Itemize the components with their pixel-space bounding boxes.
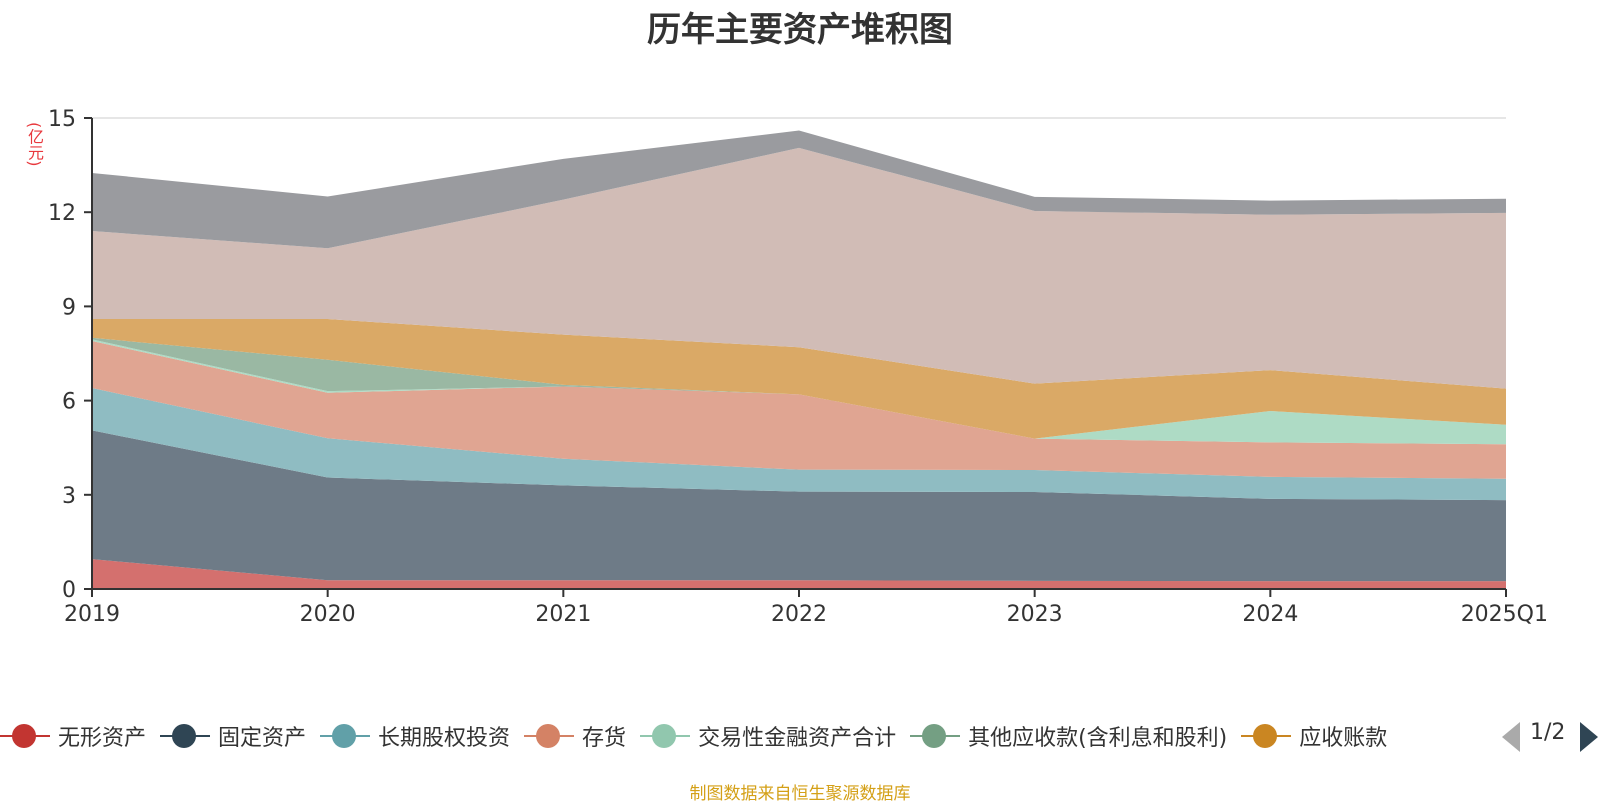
legend-item[interactable]: 交易性金融资产合计 bbox=[640, 716, 896, 756]
legend-item[interactable]: 无形资产 bbox=[0, 716, 146, 756]
legend-marker-icon bbox=[0, 721, 50, 751]
x-tick-label: 2023 bbox=[1007, 602, 1063, 627]
legend-pager: 1/2 bbox=[1500, 716, 1600, 756]
legend-next-page-button[interactable] bbox=[1580, 722, 1598, 752]
legend-marker-icon bbox=[160, 721, 211, 751]
series-area-3 bbox=[92, 388, 1506, 501]
series-area-unnamed-8 bbox=[92, 147, 1506, 389]
axes bbox=[84, 117, 1507, 597]
y-tick-label: 12 bbox=[48, 201, 76, 226]
legend-item[interactable]: 长期股权投资 bbox=[320, 716, 510, 756]
y-axis-unit-label: (亿元) bbox=[25, 122, 44, 167]
data-source-note: 制图数据来自恒生聚源数据库 bbox=[689, 784, 911, 804]
legend-marker-icon bbox=[524, 721, 575, 751]
series-area-2 bbox=[92, 430, 1506, 582]
legend-item[interactable]: 固定资产 bbox=[160, 716, 306, 756]
series-area-7 bbox=[92, 318, 1506, 439]
x-tick-label: 2019 bbox=[64, 602, 120, 627]
series-area-unnamed-9 bbox=[92, 130, 1506, 249]
legend-marker-icon bbox=[640, 721, 691, 751]
legend-item[interactable]: 其他应收款(含利息和股利) bbox=[910, 716, 1227, 756]
y-tick-label: 0 bbox=[62, 578, 76, 603]
legend-marker-icon bbox=[320, 721, 371, 751]
y-tick-label: 9 bbox=[62, 295, 76, 320]
series-area-5 bbox=[92, 339, 1506, 445]
legend-label: 应收账款 bbox=[1299, 726, 1388, 751]
stacked-area-chart: 0 3 6 9 12 15 2019 2020 2021 2022 2023 2024 2025Q1 bbox=[48, 107, 1548, 627]
legend-label: 交易性金融资产合计 bbox=[698, 726, 897, 751]
legend-item[interactable]: 应收账款 bbox=[1241, 716, 1387, 756]
chart-legend: 无形资产 固定资产 长期股权投资 存货 交易性金融资产合计 其他应收款(含利息和股利) 应收… bbox=[0, 716, 1490, 756]
y-tick-label: 3 bbox=[62, 484, 76, 509]
legend-label: 无形资产 bbox=[58, 726, 147, 751]
x-tick-labels: 2019 2020 2021 2022 2023 2024 2025Q1 bbox=[64, 602, 1548, 627]
legend-label: 长期股权投资 bbox=[378, 726, 511, 751]
series-area-1 bbox=[92, 559, 1506, 589]
legend-prev-page-button[interactable] bbox=[1502, 722, 1520, 752]
x-tick-label: 2024 bbox=[1242, 602, 1298, 627]
series-area-6 bbox=[92, 337, 1506, 439]
legend-label: 存货 bbox=[582, 726, 627, 751]
legend-item[interactable]: 存货 bbox=[524, 716, 626, 756]
x-tick-label: 2022 bbox=[771, 602, 827, 627]
chart-title: 历年主要资产堆积图 bbox=[647, 10, 953, 50]
y-tick-labels: 0 3 6 9 12 15 bbox=[48, 107, 76, 603]
x-tick-label: 2021 bbox=[535, 602, 591, 627]
x-tick-label: 2020 bbox=[300, 602, 356, 627]
legend-label: 固定资产 bbox=[218, 726, 307, 751]
area-series-group bbox=[92, 130, 1506, 589]
legend-marker-icon bbox=[1241, 721, 1292, 751]
series-area-4 bbox=[92, 340, 1506, 479]
legend-label: 其他应收款(含利息和股利) bbox=[968, 726, 1228, 751]
x-tick-label: 2025Q1 bbox=[1461, 602, 1548, 627]
legend-page-indicator: 1/2 bbox=[1530, 720, 1566, 745]
legend-marker-icon bbox=[910, 721, 961, 751]
y-tick-label: 6 bbox=[62, 390, 76, 415]
y-tick-label: 15 bbox=[48, 107, 76, 132]
